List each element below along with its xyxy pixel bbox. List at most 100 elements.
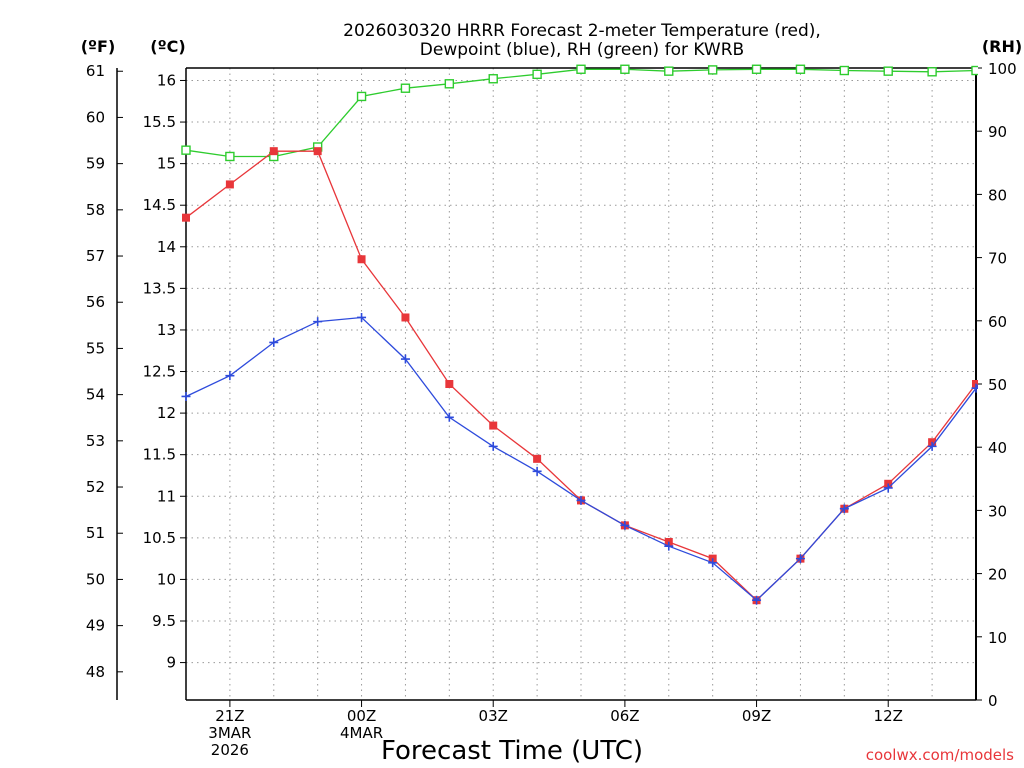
rh-tick-label: 70 xyxy=(988,250,1007,268)
dewpoint-marker xyxy=(532,466,542,476)
dewpoint-marker xyxy=(269,337,279,347)
dewpoint-marker xyxy=(357,312,367,322)
dewpoint-marker xyxy=(664,541,674,551)
x-tick-label: 3MAR xyxy=(208,724,251,742)
rh-tick-label: 60 xyxy=(988,313,1007,331)
rh-marker xyxy=(400,83,411,93)
fahrenheit-tick-label: 57 xyxy=(86,247,105,265)
celsius-tick-label: 16 xyxy=(157,71,176,89)
x-axis-title: Forecast Time (UTC) xyxy=(381,736,643,766)
x-tick-label: 12Z xyxy=(874,707,903,725)
temperature-marker xyxy=(313,147,322,156)
rh-marker xyxy=(883,66,893,76)
x-tick-label: 03Z xyxy=(479,707,508,725)
rh-marker xyxy=(795,64,806,74)
dewpoint-marker xyxy=(181,391,191,401)
rh-tick-label: 100 xyxy=(988,60,1017,78)
x-tick-label: 4MAR xyxy=(340,724,383,742)
fahrenheit-unit-label: (ºF) xyxy=(81,37,116,56)
x-tick-label: 2026 xyxy=(211,741,249,759)
celsius-tick-label: 11 xyxy=(157,487,176,505)
x-tick-label: 06Z xyxy=(610,707,639,725)
celsius-tick-label: 11.5 xyxy=(143,446,176,464)
dewpoint-marker xyxy=(752,595,762,605)
fahrenheit-tick-label: 61 xyxy=(86,62,105,80)
celsius-tick-label: 13 xyxy=(157,321,176,339)
dewpoint-marker xyxy=(444,412,454,422)
rh-marker xyxy=(620,64,630,74)
rh-marker xyxy=(532,69,542,80)
dewpoint-marker xyxy=(313,317,323,327)
fahrenheit-tick-label: 53 xyxy=(86,432,105,450)
rh-tick-label: 50 xyxy=(988,376,1007,394)
temperature-marker xyxy=(489,421,498,430)
celsius-tick-label: 9.5 xyxy=(152,612,176,630)
rh-marker xyxy=(707,65,718,75)
chart-title-line-1: 2026030320 HRRR Forecast 2-meter Tempera… xyxy=(343,21,821,41)
dewpoint-marker xyxy=(795,554,805,564)
rh-marker xyxy=(751,64,762,74)
temperature-marker xyxy=(269,147,278,156)
temperature-marker xyxy=(445,380,454,388)
rh-marker xyxy=(927,67,937,77)
dewpoint-line xyxy=(185,316,978,602)
rh-marker xyxy=(971,65,978,76)
celsius-tick-label: 15 xyxy=(157,155,176,173)
dewpoint-marker xyxy=(927,441,937,451)
celsius-tick-label: 14.5 xyxy=(143,196,176,214)
dewpoint-marker xyxy=(225,371,235,381)
celsius-tick-label: 9 xyxy=(166,654,176,672)
rh-marker xyxy=(225,151,235,162)
dewpoint-marker xyxy=(620,520,630,530)
rh-tick-label: 10 xyxy=(988,629,1007,647)
rh-tick-label: 30 xyxy=(988,502,1007,520)
temperature-marker xyxy=(972,380,978,388)
celsius-tick-label: 13.5 xyxy=(143,279,176,297)
celsius-tick-label: 12.5 xyxy=(143,363,176,381)
celsius-tick-label: 10.5 xyxy=(143,529,176,547)
rh-marker xyxy=(181,145,191,155)
x-tick-label: 00Z xyxy=(347,707,376,725)
axes: 9 9.5 10 10.5 11 11.5 12 12.5 13 13.5 14 14.5 15 15.5… xyxy=(86,60,1017,759)
rh-tick-label: 90 xyxy=(988,123,1007,141)
rh-tick-label: 80 xyxy=(988,186,1007,204)
chart-title-line-2: Dewpoint (blue), RH (green) for KWRB xyxy=(420,40,744,60)
dewpoint-marker xyxy=(400,354,410,364)
fahrenheit-tick-label: 60 xyxy=(86,108,105,126)
fahrenheit-tick-label: 48 xyxy=(86,663,105,681)
rh-marker xyxy=(664,66,674,76)
temperature-marker xyxy=(533,454,542,463)
temperature-marker xyxy=(182,213,190,222)
fahrenheit-tick-label: 58 xyxy=(86,201,105,219)
celsius-tick-label: 10 xyxy=(157,570,176,588)
celsius-tick-label: 15.5 xyxy=(143,113,176,131)
fahrenheit-tick-label: 54 xyxy=(86,386,105,404)
fahrenheit-tick-label: 52 xyxy=(86,478,105,496)
rh-tick-label: 40 xyxy=(988,439,1007,457)
series-layer xyxy=(181,64,978,605)
grid-lines xyxy=(185,68,977,700)
celsius-tick-label: 14 xyxy=(157,238,176,256)
fahrenheit-tick-label: 55 xyxy=(86,339,105,357)
rh-marker xyxy=(488,74,498,84)
x-tick-label: 09Z xyxy=(742,707,771,725)
fahrenheit-tick-label: 56 xyxy=(86,293,105,311)
celsius-tick-label: 12 xyxy=(157,404,176,422)
fahrenheit-tick-label: 59 xyxy=(86,155,105,173)
credit-link[interactable]: coolwx.com/models xyxy=(866,746,1014,764)
rh-marker xyxy=(444,79,455,89)
rh-marker xyxy=(356,91,367,102)
temperature-marker xyxy=(401,313,410,322)
rh-marker xyxy=(576,64,586,74)
rh-tick-label: 0 xyxy=(988,692,998,710)
fahrenheit-tick-label: 50 xyxy=(86,570,105,588)
dewpoint-marker xyxy=(883,483,893,493)
temperature-line xyxy=(185,150,978,602)
series-group xyxy=(181,64,978,605)
rh-tick-label: 20 xyxy=(988,566,1007,584)
dewpoint-marker xyxy=(839,504,849,514)
dewpoint-marker xyxy=(488,441,498,451)
celsius-unit-label: (ºC) xyxy=(150,37,185,56)
rh-marker xyxy=(839,65,850,76)
fahrenheit-tick-label: 49 xyxy=(86,617,105,635)
